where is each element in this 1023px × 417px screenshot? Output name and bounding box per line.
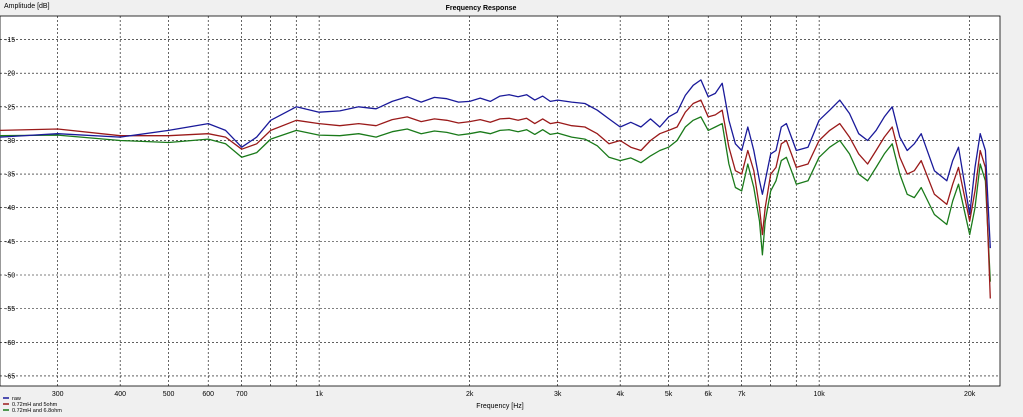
y-tick-label: -50 <box>5 273 15 280</box>
y-tick-label: -60 <box>5 340 15 347</box>
chart-title: Frequency Response <box>446 5 517 12</box>
x-tick-label: 1k <box>315 391 323 398</box>
x-tick-label: 4k <box>616 391 624 398</box>
y-tick-label: -55 <box>5 306 15 313</box>
series-line-2 <box>0 116 991 282</box>
y-tick-labels: -15 -20 -25 -30 -35 -40 -45 -50 -55 -60 -65 <box>5 37 15 380</box>
y-tick-label: -20 <box>5 71 15 78</box>
y-axis-label: Amplitude [dB] <box>4 3 50 10</box>
x-tick-label: 10k <box>813 391 825 398</box>
x-tick-label: 300 <box>52 391 64 398</box>
y-tick-label: -45 <box>5 239 15 246</box>
series-curves <box>0 79 991 299</box>
grid <box>0 16 1000 386</box>
y-tick-label: -15 <box>5 37 15 44</box>
x-tick-label: 2k <box>466 391 474 398</box>
x-tick-label: 3k <box>554 391 562 398</box>
x-tick-label: 600 <box>202 391 214 398</box>
x-tick-labels: 300 400 500 600 700 1k 2k 3k 4k 5k 6k 7k 10k 20k <box>52 391 976 398</box>
y-tick-label: -40 <box>5 205 15 212</box>
series-line-1 <box>0 99 991 299</box>
y-tick-label: -25 <box>5 104 15 111</box>
x-tick-label: 700 <box>236 391 248 398</box>
y-tick-label: -65 <box>5 373 15 380</box>
y-tick-label: -35 <box>5 172 15 179</box>
plot-area <box>0 15 1001 387</box>
x-axis-label: Frequency [Hz] <box>476 403 524 410</box>
legend-label: 0.72mH and 5ohm <box>12 402 58 408</box>
y-tick-label: -30 <box>5 138 15 145</box>
x-tick-label: 400 <box>114 391 126 398</box>
x-tick-label: 20k <box>964 391 976 398</box>
x-tick-label: 500 <box>163 391 175 398</box>
series-line-0 <box>0 79 991 249</box>
legend-label: raw <box>12 396 21 402</box>
x-tick-label: 7k <box>738 391 746 398</box>
legend-label: 0.72mH and 6.8ohm <box>12 408 62 414</box>
x-tick-label: 6k <box>705 391 713 398</box>
x-tick-label: 5k <box>665 391 673 398</box>
